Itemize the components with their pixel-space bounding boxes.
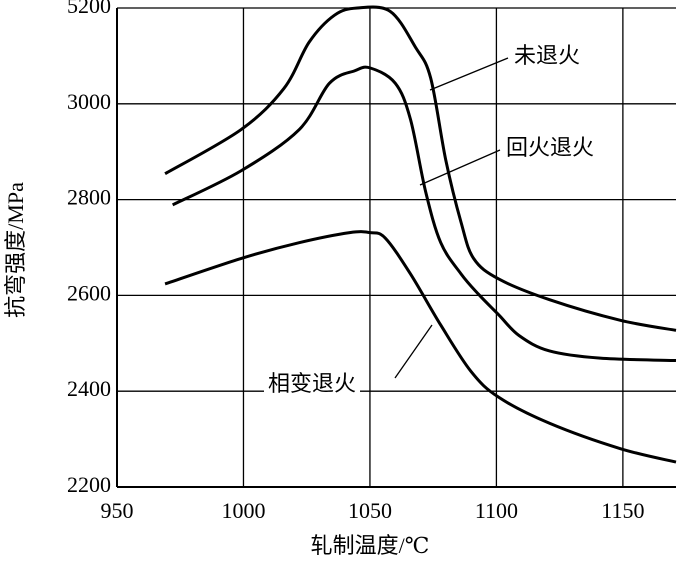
y-tick-label: 3000 [67, 89, 111, 114]
leader-line [419, 149, 501, 186]
y-tick-label: 2800 [67, 185, 111, 210]
data-line [164, 230, 677, 464]
data-line [164, 5, 677, 332]
leader-line [429, 57, 509, 91]
y-tick-label: 5200 [67, 0, 111, 18]
data-line [171, 65, 677, 363]
leader-line [394, 324, 433, 379]
x-tick-label: 1050 [348, 498, 392, 523]
y-tick-label: 2200 [67, 472, 111, 497]
x-tick-label: 1150 [601, 498, 644, 523]
y-tick-label: 2600 [67, 280, 111, 305]
x-axis-label: 轧制温度/℃ [311, 533, 430, 558]
x-tick-label: 1100 [475, 498, 518, 523]
x-tick-label: 1000 [221, 498, 265, 523]
series-label: 未退火 [514, 43, 580, 68]
x-tick-label: 950 [101, 498, 134, 523]
label-background [264, 369, 361, 399]
series-label: 相变退火 [268, 371, 356, 396]
label-background [502, 133, 599, 163]
y-tick-label: 2400 [67, 376, 111, 401]
series-label: 回火退火 [506, 135, 594, 160]
label-background [510, 41, 585, 71]
y-axis-label: 抗弯强度/MPa [3, 182, 28, 318]
